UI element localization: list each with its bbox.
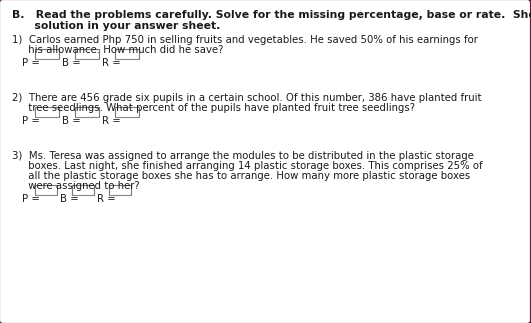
Text: P =: P = — [22, 116, 40, 126]
Bar — [115, 49, 139, 59]
Text: 3)  Ms. Teresa was assigned to arrange the modules to be distributed in the plas: 3) Ms. Teresa was assigned to arrange th… — [12, 151, 474, 161]
Text: all the plastic storage boxes she has to arrange. How many more plastic storage : all the plastic storage boxes she has to… — [12, 171, 470, 181]
Bar — [35, 185, 57, 195]
Text: boxes. Last night, she finished arranging 14 plastic storage boxes. This compris: boxes. Last night, she finished arrangin… — [12, 161, 483, 171]
Text: B =: B = — [60, 194, 79, 204]
Bar — [72, 185, 94, 195]
Text: his allowance. How much did he save?: his allowance. How much did he save? — [12, 45, 224, 55]
Text: R =: R = — [102, 116, 121, 126]
Bar — [75, 49, 99, 59]
Text: R =: R = — [102, 58, 121, 68]
Text: P =: P = — [22, 58, 40, 68]
Text: tree seedlings. What percent of the pupils have planted fruit tree seedlings?: tree seedlings. What percent of the pupi… — [12, 103, 415, 113]
Text: 2)  There are 456 grade six pupils in a certain school. Of this number, 386 have: 2) There are 456 grade six pupils in a c… — [12, 93, 482, 103]
Text: B =: B = — [62, 58, 81, 68]
Text: B =: B = — [62, 116, 81, 126]
Bar — [115, 107, 139, 117]
Text: solution in your answer sheet.: solution in your answer sheet. — [12, 21, 220, 31]
Bar — [35, 49, 59, 59]
Text: 1)  Carlos earned Php 750 in selling fruits and vegetables. He saved 50% of his : 1) Carlos earned Php 750 in selling frui… — [12, 35, 478, 45]
Bar — [75, 107, 99, 117]
Text: B.   Read the problems carefully. Solve for the missing percentage, base or rate: B. Read the problems carefully. Solve fo… — [12, 10, 531, 20]
Text: P =: P = — [22, 194, 40, 204]
Bar — [109, 185, 131, 195]
Bar — [35, 107, 59, 117]
Text: were assigned to her?: were assigned to her? — [12, 181, 140, 191]
Text: R =: R = — [97, 194, 116, 204]
